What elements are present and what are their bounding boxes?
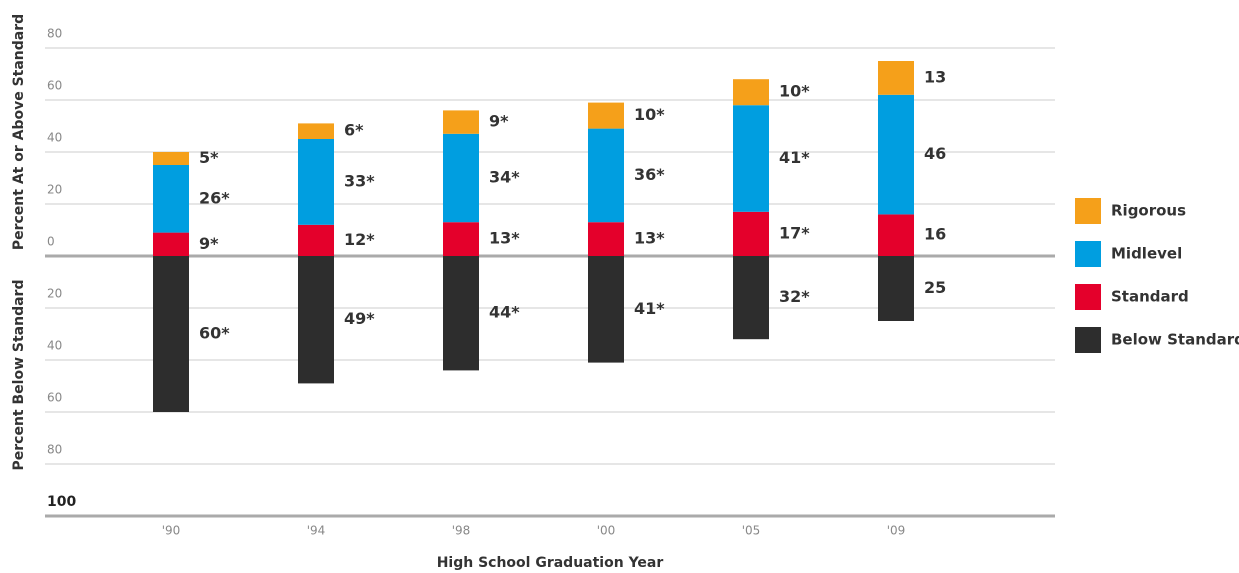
data-label: 5* <box>199 148 219 167</box>
bar-segment <box>153 232 189 256</box>
data-label: 13* <box>634 229 665 248</box>
data-label: 34* <box>489 168 520 187</box>
data-label: 13 <box>924 67 946 86</box>
bar-segment <box>443 110 479 134</box>
legend-swatch <box>1075 241 1101 267</box>
bar-segment <box>588 256 624 363</box>
y-tick-label: 80 <box>47 443 62 457</box>
y-tick-label: 60 <box>47 79 62 93</box>
legend-swatch <box>1075 327 1101 353</box>
data-label: 32* <box>779 287 810 306</box>
legend-swatch <box>1075 198 1101 224</box>
bar-segment <box>588 102 624 129</box>
bar-segment <box>153 165 189 233</box>
legend-label: Standard <box>1111 288 1189 306</box>
x-tick-label: '00 <box>597 524 616 538</box>
bar-segment <box>588 222 624 256</box>
bar-segment <box>878 61 914 95</box>
y-tick-label: 20 <box>47 183 62 197</box>
bar-segment <box>443 222 479 256</box>
data-label: 13* <box>489 229 520 248</box>
y-tick-label: 0 <box>47 235 55 249</box>
x-tick-label: '05 <box>742 524 761 538</box>
data-label: 12* <box>344 230 375 249</box>
bar-segment <box>878 214 914 256</box>
data-label: 9* <box>489 112 509 131</box>
bar-segment <box>588 128 624 223</box>
data-label: 44* <box>489 303 520 322</box>
data-label: 6* <box>344 121 364 140</box>
x-tick-label: '98 <box>452 524 471 538</box>
bar-segment <box>733 256 769 340</box>
y-tick-label: 100 <box>47 494 76 510</box>
bar-segment <box>298 139 334 225</box>
data-label: 41* <box>634 299 665 318</box>
data-label: 36* <box>634 165 665 184</box>
legend-swatch <box>1075 284 1101 310</box>
data-label: 9* <box>199 234 219 253</box>
bar-segment <box>733 105 769 212</box>
bar-segment <box>298 224 334 256</box>
bar-segment <box>878 94 914 215</box>
y-tick-label: 40 <box>47 131 62 145</box>
data-label: 33* <box>344 171 375 190</box>
x-tick-label: '90 <box>162 524 181 538</box>
bar-segment <box>153 152 189 165</box>
data-label: 49* <box>344 309 375 328</box>
bar-segment <box>733 79 769 106</box>
x-axis-label: High School Graduation Year <box>437 555 664 571</box>
bar-segment <box>153 256 189 412</box>
y-tick-label: 20 <box>47 287 62 301</box>
data-label: 10* <box>634 105 665 124</box>
legend-label: Below Standard <box>1111 331 1239 349</box>
y-axis-label: Percent At or Above Standard <box>11 14 27 250</box>
bar-segment <box>733 211 769 256</box>
y-axis-label-below: Percent Below Standard <box>11 280 27 471</box>
bar-segment <box>443 256 479 371</box>
legend-label: Midlevel <box>1111 245 1182 263</box>
data-label: 10* <box>779 82 810 101</box>
data-label: 46 <box>924 144 946 163</box>
y-tick-label: 40 <box>47 339 62 353</box>
bar-segment <box>443 133 479 223</box>
data-label: 26* <box>199 188 230 207</box>
bar-segment <box>298 256 334 384</box>
data-label: 25 <box>924 278 946 297</box>
data-label: 41* <box>779 148 810 167</box>
y-tick-label: 80 <box>47 27 62 41</box>
data-label: 17* <box>779 223 810 242</box>
bar-segment <box>298 123 334 139</box>
data-label: 60* <box>199 324 230 343</box>
x-tick-label: '94 <box>307 524 326 538</box>
x-tick-label: '09 <box>887 524 906 538</box>
bar-segment <box>878 256 914 321</box>
data-label: 16 <box>924 225 946 244</box>
y-tick-label: 60 <box>47 391 62 405</box>
legend-label: Rigorous <box>1111 202 1186 220</box>
